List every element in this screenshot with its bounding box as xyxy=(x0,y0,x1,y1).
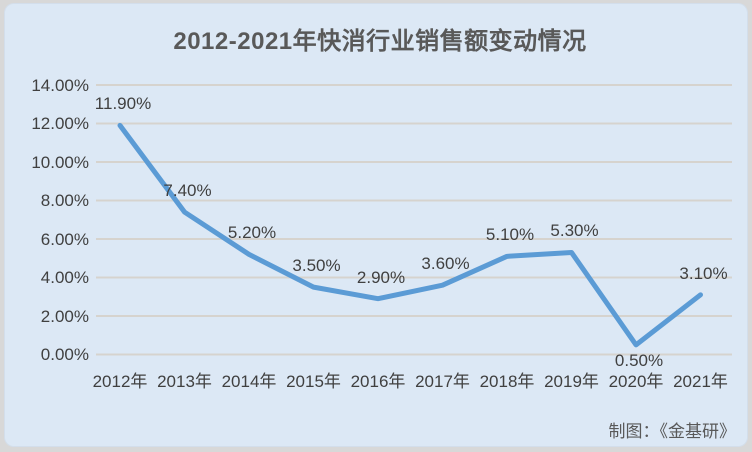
x-axis-label: 2021年 xyxy=(673,372,728,391)
data-label: 0.50% xyxy=(614,350,664,370)
data-label: 2.90% xyxy=(356,267,406,287)
x-axis-label: 2015年 xyxy=(286,372,341,391)
y-axis-label: 14.00% xyxy=(31,75,89,95)
credit-text: 制图：《金基研》 xyxy=(608,422,737,441)
x-axis-label: 2016年 xyxy=(350,372,406,391)
y-axis-label: 12.00% xyxy=(31,114,89,133)
y-axis-label: 8.00% xyxy=(40,191,89,210)
data-label: 7.40% xyxy=(163,181,212,201)
x-axis-label: 2019年 xyxy=(544,372,599,391)
y-axis-label: 2.00% xyxy=(40,306,89,326)
data-line xyxy=(117,122,703,348)
data-label: 11.90% xyxy=(94,94,152,114)
x-axis-label: 2014年 xyxy=(221,372,277,391)
y-axis-label: 6.00% xyxy=(40,229,89,249)
x-axis-label: 2017年 xyxy=(415,372,470,391)
data-label: 5.10% xyxy=(485,225,535,245)
x-axis-label: 2012年 xyxy=(92,372,148,391)
chart-title: 2012-2021年快消行业销售额变动情况 xyxy=(173,28,587,55)
data-label: 3.60% xyxy=(421,254,470,274)
data-label: 5.30% xyxy=(550,221,599,241)
data-label: 3.10% xyxy=(679,263,728,283)
data-label: 5.20% xyxy=(227,223,277,243)
x-axis-label: 2013年 xyxy=(157,372,212,391)
x-axis-label: 2018年 xyxy=(479,372,535,391)
chart-card: 2012-2021年快消行业销售额变动情况 14.00% 12.00% 10.00%… xyxy=(4,3,748,447)
y-axis-label: 0.00% xyxy=(40,345,89,364)
y-axis-label: 10.00% xyxy=(31,152,89,172)
data-label: 3.50% xyxy=(292,256,341,276)
x-axis-label: 2020年 xyxy=(608,372,664,391)
line-chart xyxy=(96,84,732,356)
y-axis-label: 4.00% xyxy=(40,268,89,287)
